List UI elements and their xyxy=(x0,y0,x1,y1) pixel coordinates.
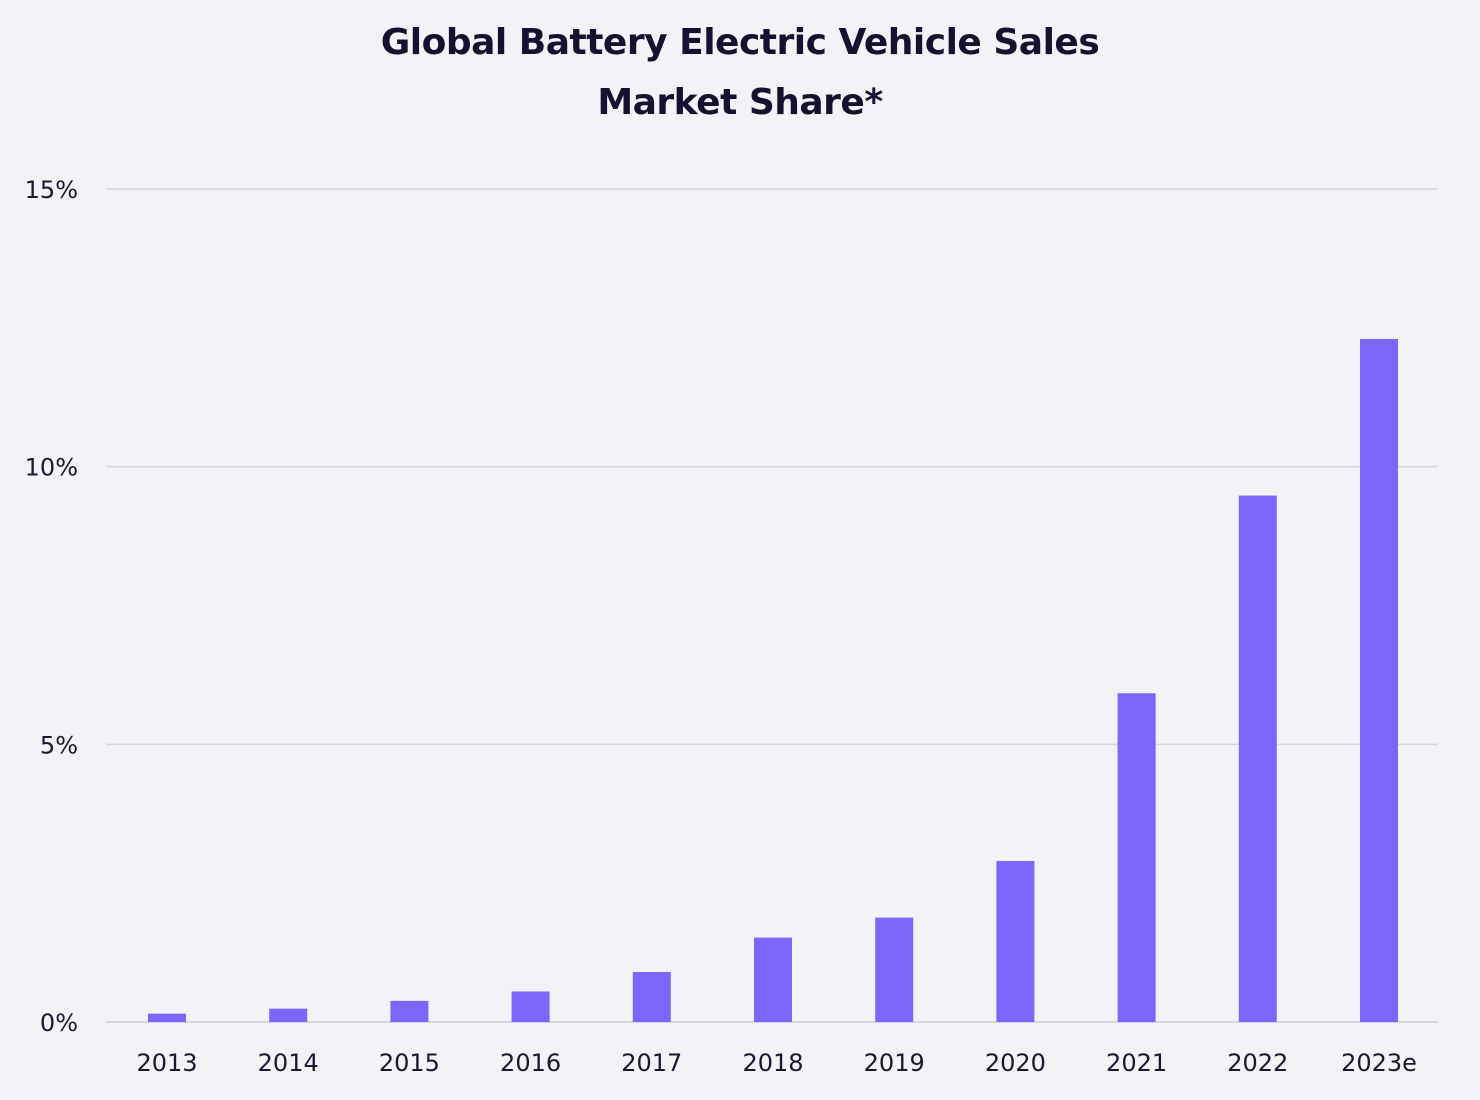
x-tick-label: 2020 xyxy=(985,1049,1046,1077)
x-tick-label: 2019 xyxy=(864,1049,925,1077)
bar-2017 xyxy=(632,972,671,1022)
x-tick-label: 2016 xyxy=(500,1049,561,1077)
chart-subtitle: Market Share* xyxy=(597,82,883,123)
x-tick-label: 2017 xyxy=(621,1049,682,1077)
bar-2016 xyxy=(511,991,550,1022)
x-tick-label: 2023e xyxy=(1341,1049,1417,1077)
y-axis-ticks: 0% 5% 10% 15% xyxy=(25,176,78,1037)
y-tick-label: 0% xyxy=(40,1009,78,1037)
bar-2021 xyxy=(1117,693,1156,1022)
y-tick-label: 5% xyxy=(40,731,78,759)
bar-2022 xyxy=(1238,495,1277,1022)
x-tick-label: 2021 xyxy=(1106,1049,1167,1077)
y-tick-label: 15% xyxy=(25,176,78,204)
chart-title: Global Battery Electric Vehicle Sales xyxy=(380,22,1100,63)
bars xyxy=(148,338,1398,1022)
x-tick-label: 2018 xyxy=(742,1049,803,1077)
x-axis-ticks: 2013 2014 2015 2016 2017 2018 2019 2020 2021 2022… xyxy=(136,1049,1416,1077)
bar-2020 xyxy=(996,860,1035,1022)
x-tick-label: 2015 xyxy=(379,1049,440,1077)
x-tick-label: 2013 xyxy=(136,1049,197,1077)
x-tick-label: 2022 xyxy=(1227,1049,1288,1077)
gridlines xyxy=(106,188,1438,1023)
bar-2023e xyxy=(1360,338,1398,1022)
y-tick-label: 10% xyxy=(25,454,78,482)
bar-2013 xyxy=(148,1013,186,1022)
bar-2019 xyxy=(875,917,914,1022)
bar-2015 xyxy=(390,1000,429,1022)
x-tick-label: 2014 xyxy=(258,1049,319,1077)
bar-2018 xyxy=(754,937,792,1022)
bar-2014 xyxy=(269,1008,308,1022)
